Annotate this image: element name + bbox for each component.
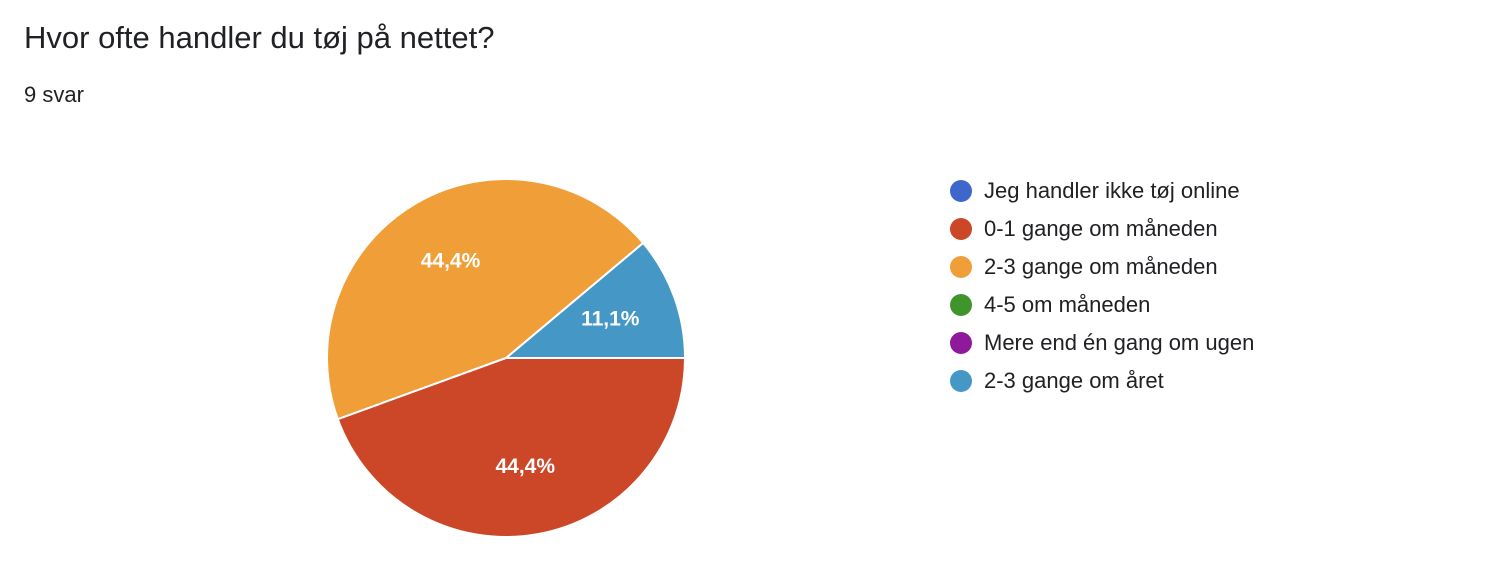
pie-slice-2 (326, 178, 645, 421)
legend-swatch-3 (950, 294, 972, 316)
pie-slice-label-2: 44,4% (421, 249, 481, 272)
legend-item-0[interactable]: Jeg handler ikke tøj online (950, 172, 1254, 210)
legend-label-1: 0-1 gange om måneden (984, 216, 1218, 241)
legend-swatch-2 (950, 256, 972, 278)
legend-item-1[interactable]: 0-1 gange om måneden (950, 210, 1254, 248)
legend-label-3: 4-5 om måneden (984, 292, 1151, 317)
legend-item-5[interactable]: 2-3 gange om året (950, 362, 1254, 400)
legend-item-3[interactable]: 4-5 om måneden (950, 286, 1254, 324)
pie-slice-5 (503, 241, 687, 359)
pie-slice-1 (336, 357, 687, 538)
legend-swatch-4 (950, 332, 972, 354)
legend-swatch-1 (950, 218, 972, 240)
response-count: 9 svar (24, 82, 84, 107)
pie-slice-label-5: 11,1% (581, 308, 640, 331)
legend-item-4[interactable]: Mere end én gang om ugen (950, 324, 1254, 362)
pie-chart: 11,1% 44,4% 44,4% (326, 178, 687, 538)
legend-label-4: Mere end én gang om ugen (984, 330, 1255, 355)
chart-title: Hvor ofte handler du tøj på nettet? (24, 20, 495, 55)
legend-label-0: Jeg handler ikke tøj online (984, 178, 1240, 203)
legend-item-2[interactable]: 2-3 gange om måneden (950, 248, 1254, 286)
legend-label-2: 2-3 gange om måneden (984, 254, 1218, 279)
legend-swatch-5 (950, 370, 972, 392)
legend-swatch-0 (950, 180, 972, 202)
legend-label-5: 2-3 gange om året (984, 368, 1164, 393)
chart-legend: Jeg handler ikke tøj online 0-1 gange om … (950, 172, 1254, 400)
pie-slice-label-1: 44,4% (495, 455, 555, 478)
